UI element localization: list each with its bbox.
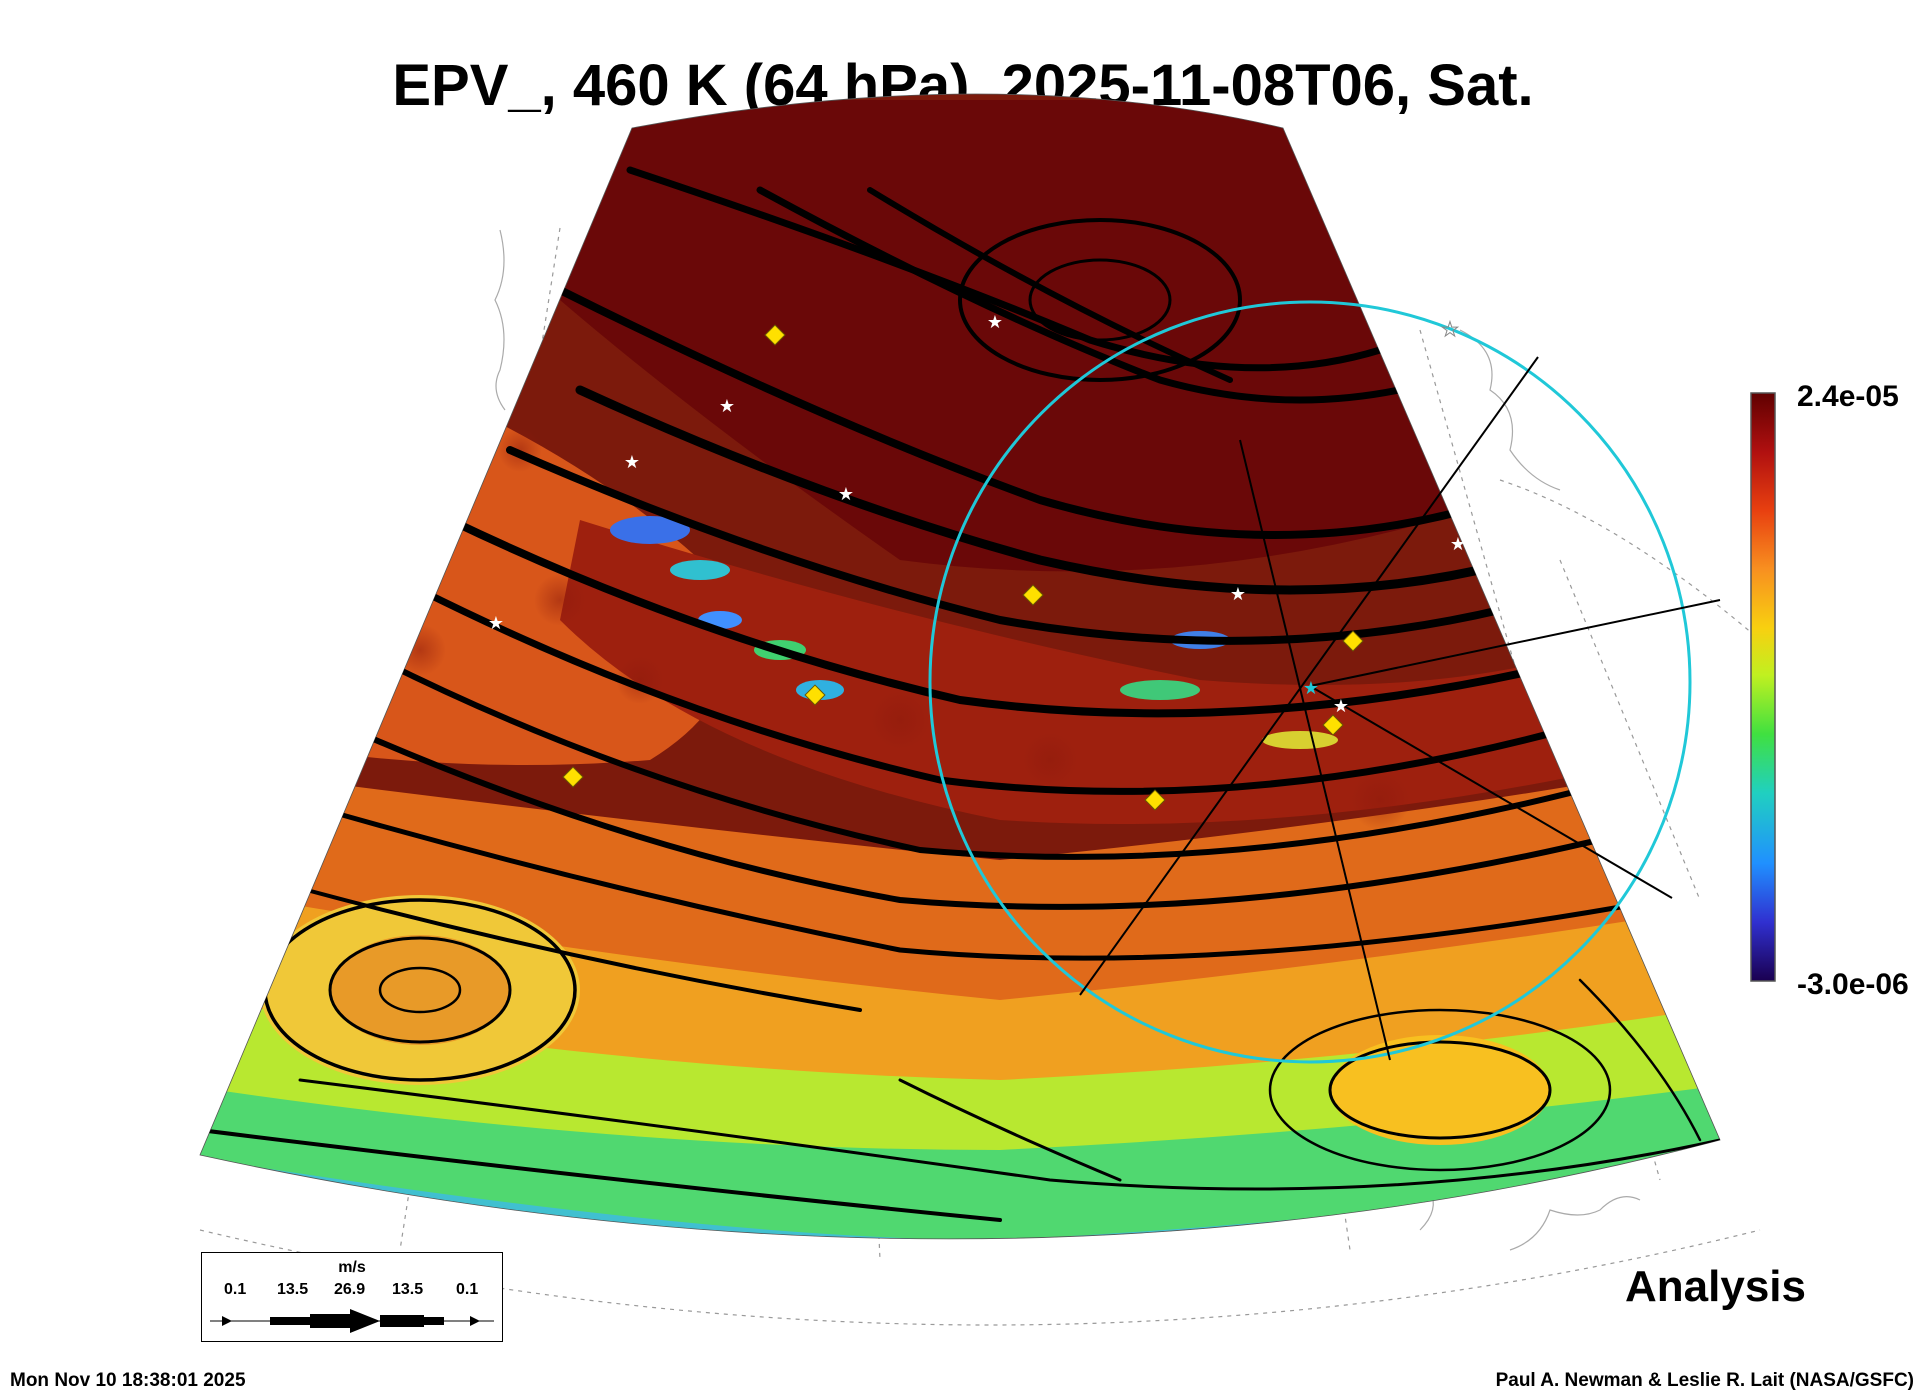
wind-legend-tick-2: 13.5	[277, 1281, 309, 1298]
wind-legend-arrow	[210, 1309, 494, 1333]
wind-legend-tick-4: 13.5	[392, 1281, 424, 1298]
diamond-station-7	[1022, 584, 1044, 606]
diamond-station-3	[562, 766, 584, 788]
streamlines	[200, 166, 1720, 1222]
credit: Paul A. Newman & Leslie R. Lait (NASA/GS…	[1495, 1370, 1914, 1391]
star-station-5: ★	[488, 613, 504, 634]
diamond-station-5	[1342, 630, 1364, 652]
star-station-6: ★	[1230, 584, 1246, 605]
star-station-9: ★	[1303, 678, 1319, 699]
analysis-label: Analysis	[1625, 1262, 1806, 1311]
star-station-1: ★	[987, 312, 1003, 333]
wind-legend-tick-5: 0.1	[456, 1281, 479, 1298]
wind-legend-tick-1: 0.1	[224, 1281, 247, 1298]
cross-section-lines	[1079, 356, 1721, 1061]
star-station-7: ★	[1450, 534, 1466, 555]
vortex-edge-circle	[928, 300, 1692, 1064]
timestamp: Mon Nov 10 18:38:01 2025	[10, 1370, 246, 1391]
colorbar	[1750, 392, 1776, 982]
diamond-station-6	[1322, 714, 1344, 736]
star-station-10: ★	[1441, 317, 1459, 341]
wind-legend: m/s 0.1 13.5 26.9 13.5 0.1	[201, 1252, 503, 1342]
colorbar-min-label: -3.0e-06	[1797, 968, 1909, 1001]
diamond-station-4	[1144, 789, 1166, 811]
map-boundary	[199, 93, 1721, 1240]
wind-legend-unit: m/s	[338, 1259, 366, 1276]
colorbar-max-label: 2.4e-05	[1797, 380, 1899, 413]
star-station-3: ★	[624, 452, 640, 473]
station-markers: ★ ★ ★ ★ ★ ★ ★ ★ ★ ★	[488, 312, 1466, 811]
star-station-2: ★	[719, 396, 735, 417]
diamond-station-2	[804, 684, 826, 706]
epv-field	[200, 94, 1720, 1239]
star-station-4: ★	[838, 484, 854, 505]
diamond-station-1	[764, 324, 786, 346]
star-station-8: ★	[1333, 696, 1349, 717]
wind-legend-tick-3: 26.9	[334, 1281, 366, 1298]
